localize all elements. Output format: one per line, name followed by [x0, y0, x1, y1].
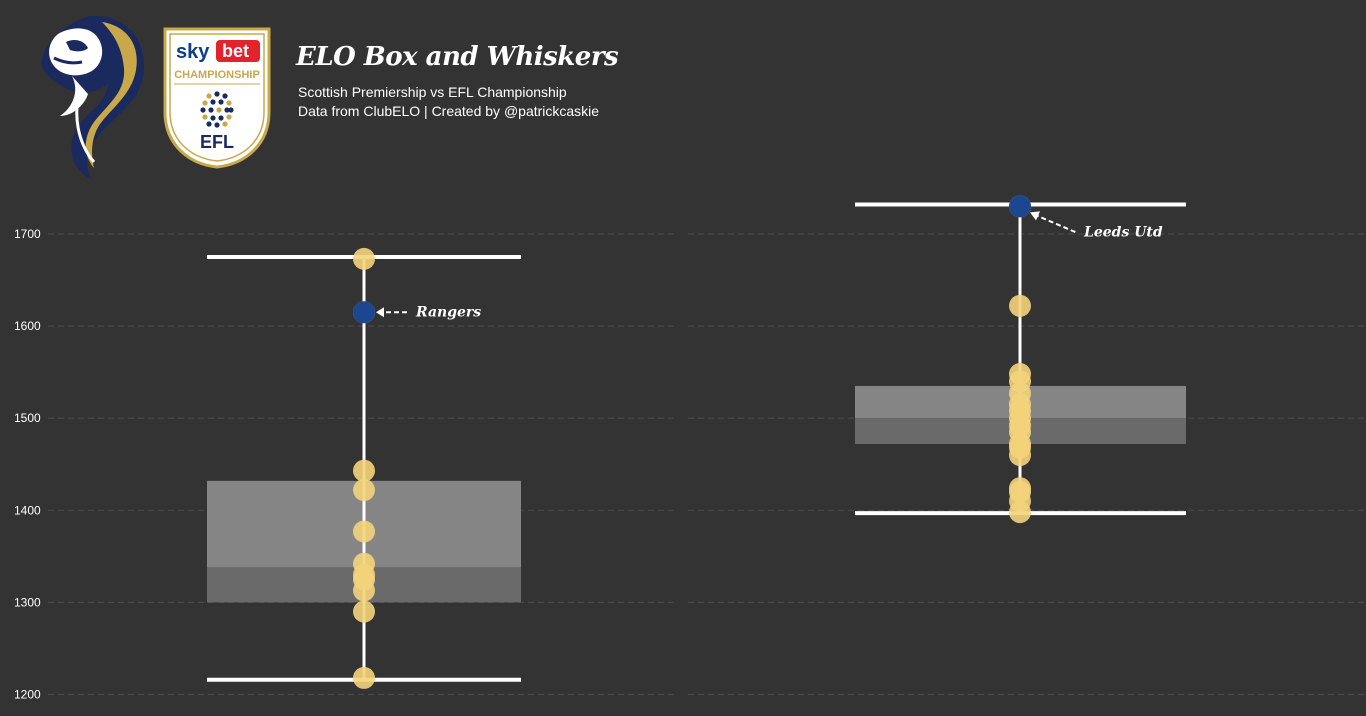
efl-logo-sky-text: sky: [176, 41, 210, 63]
efl-logo-efl-text: EFL: [200, 132, 234, 152]
series-group: Rangers: [207, 247, 521, 689]
data-point: [1009, 444, 1031, 467]
efl-logo-bet-text: bet: [222, 41, 249, 61]
efl-championship-logo: sky bet CHAMPIONSHIP EFL: [163, 27, 271, 169]
highlight-point: [353, 301, 375, 324]
spfl-lion-logo: [41, 15, 145, 180]
data-point: [1009, 501, 1031, 524]
y-tick-label: 1300: [14, 595, 41, 609]
y-tick-label: 1200: [14, 688, 41, 702]
annotation-arrowhead: [376, 307, 384, 318]
data-point: [353, 579, 375, 602]
y-tick-label: 1500: [14, 411, 41, 425]
data-point: [353, 600, 375, 623]
y-tick-label: 1600: [14, 319, 41, 333]
grid-lines: [48, 233, 1366, 696]
data-point: [353, 520, 375, 543]
chart-title: ELO Box and Whiskers: [296, 42, 619, 72]
chart-series: Rangers Leeds Utd: [207, 195, 1186, 689]
highlight-point: [1009, 195, 1031, 218]
header: sky bet CHAMPIONSHIP EFL ELO Box and Whi…: [0, 0, 1366, 190]
efl-logo-championship-text: CHAMPIONSHIP: [174, 69, 260, 81]
y-tick-label: 1400: [14, 503, 41, 517]
data-point: [353, 247, 375, 270]
series-group: Leeds Utd: [855, 195, 1186, 524]
data-point: [1009, 294, 1031, 317]
chart-subtitle: Scottish Premiership vs EFL Championship: [298, 84, 567, 100]
data-point: [353, 459, 375, 482]
highlight-label: Leeds Utd: [1083, 224, 1163, 240]
annotation-arrowhead: [1030, 211, 1040, 221]
highlight-label: Rangers: [415, 304, 481, 320]
annotation-arrow: [1033, 213, 1077, 234]
y-tick-label: 1700: [14, 227, 41, 241]
chart-credit: Data from ClubELO | Created by @patrickc…: [298, 103, 600, 119]
efl-ball-icon: [200, 91, 234, 128]
data-point: [353, 666, 375, 689]
y-axis-ticks: 1200 1300 1400 1500 1600 1700: [14, 227, 41, 702]
data-point: [353, 479, 375, 502]
